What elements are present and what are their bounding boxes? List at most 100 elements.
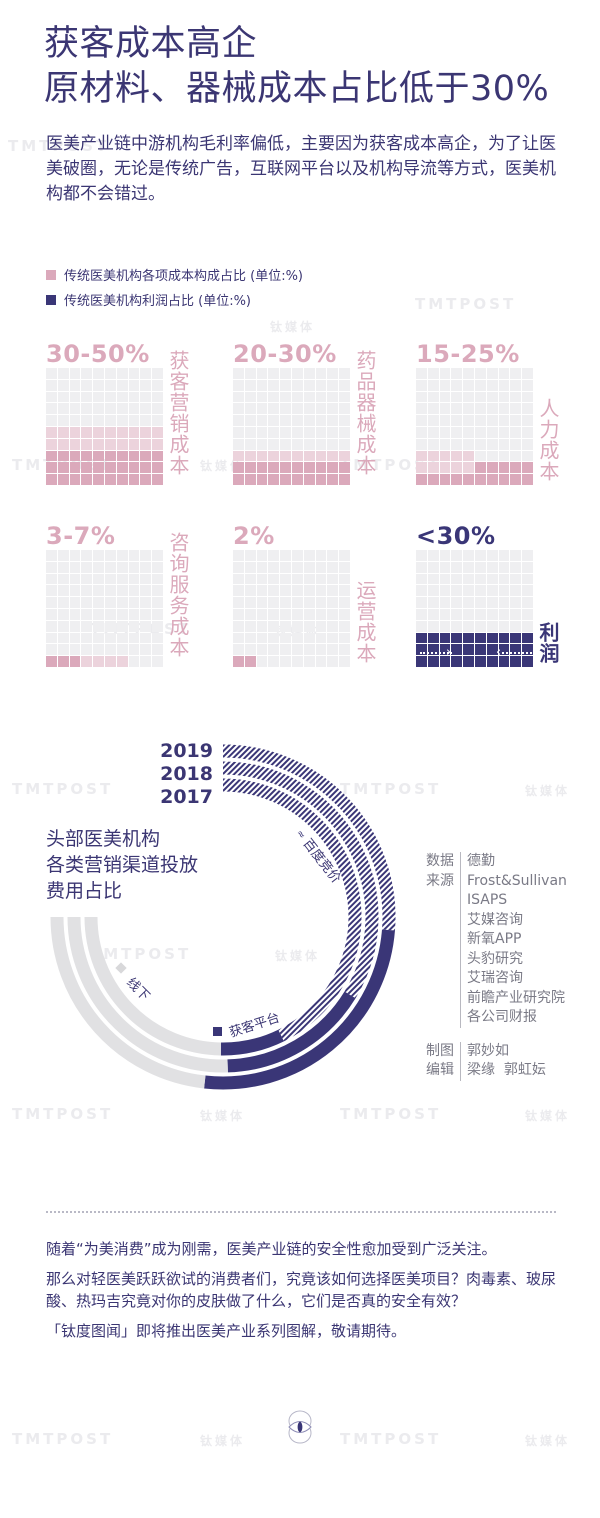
waffle-cell <box>463 426 474 438</box>
editor-credit: 编辑 梁缘 郭虹妘 <box>426 1061 567 1081</box>
waffle-cell <box>69 450 81 462</box>
waffle-cell <box>128 368 140 379</box>
waffle-cell <box>140 426 152 438</box>
waffle-cell <box>439 403 451 415</box>
waffle-cell <box>46 573 57 585</box>
waffle-cell <box>256 632 268 644</box>
sources-key-line: 数据 <box>426 853 454 869</box>
waffle-cell <box>474 573 486 585</box>
waffle-cell <box>327 550 339 561</box>
waffle-cell <box>244 561 256 573</box>
waffle-cell <box>46 391 57 403</box>
waffle-cell <box>327 597 339 608</box>
source-item: 各公司财报 <box>467 1009 537 1025</box>
waffle-cell <box>474 561 486 573</box>
waffle-cell <box>498 438 510 450</box>
waffle-grid <box>416 368 533 485</box>
waffle-cell <box>57 391 69 403</box>
waffle-cell <box>69 573 81 585</box>
waffle-cell <box>510 597 522 608</box>
waffle-cell <box>128 379 140 391</box>
waffle-cell <box>416 561 427 573</box>
editor-names: 梁缘 郭虹妘 <box>460 1061 546 1081</box>
waffle-cell <box>93 608 104 620</box>
waffle-cell <box>233 550 244 561</box>
waffle-cell <box>327 644 339 656</box>
waffle-cell <box>128 426 140 438</box>
waffle-cell <box>439 368 451 379</box>
waffle-cell <box>128 450 140 462</box>
waffle-cell <box>439 656 451 667</box>
waffle-cell <box>46 620 57 632</box>
waffle-cell <box>233 462 244 474</box>
waffle-cell <box>128 597 140 608</box>
waffle-cell <box>69 597 81 608</box>
waffle-cell <box>152 426 163 438</box>
waffle-cell <box>280 438 291 450</box>
waffle-cell <box>233 644 244 656</box>
waffle-cell <box>439 438 451 450</box>
waffle-cell <box>244 573 256 585</box>
waffle-cell <box>93 368 104 379</box>
waffle-cell <box>93 644 104 656</box>
waffle-cell <box>233 597 244 608</box>
waffle-cell <box>339 403 350 415</box>
watermark: 钛媒体 <box>525 1434 571 1448</box>
waffle-grid <box>416 550 533 667</box>
waffle-cell <box>522 368 533 379</box>
waffle-cell <box>303 462 315 474</box>
waffle-cell <box>46 450 57 462</box>
waffle-cell <box>104 379 116 391</box>
waffle-cell <box>46 403 57 415</box>
waffle-cell <box>152 561 163 573</box>
watermark: TMTPOST <box>340 780 442 798</box>
waffle-percentage: 2% <box>233 522 275 550</box>
waffle-cell <box>439 608 451 620</box>
waffle-cell <box>233 450 244 462</box>
waffle-cell <box>291 403 303 415</box>
waffle-cell <box>69 426 81 438</box>
waffle-cell <box>268 379 280 391</box>
waffle-cell <box>427 379 439 391</box>
waffle-cell <box>427 597 439 608</box>
waffle-cell <box>339 550 350 561</box>
waffle-cell <box>291 573 303 585</box>
waffle-cell <box>522 415 533 426</box>
waffle-cell <box>439 391 451 403</box>
waffle-cell <box>116 450 128 462</box>
waffle-cell <box>93 585 104 597</box>
waffle-cell <box>486 608 498 620</box>
waffle-cell <box>256 462 268 474</box>
waffle-cell <box>522 462 533 474</box>
waffle-cell <box>104 585 116 597</box>
waffle-cell <box>81 368 93 379</box>
waffle-cell <box>327 573 339 585</box>
waffle-cell <box>315 368 327 379</box>
waffle-cell <box>303 438 315 450</box>
waffle-cell <box>486 426 498 438</box>
waffle-cell <box>339 415 350 426</box>
waffle-cell <box>486 573 498 585</box>
waffle-cell <box>152 415 163 426</box>
waffle-cell <box>416 474 427 485</box>
waffle-cell <box>57 415 69 426</box>
waffle-cell <box>128 415 140 426</box>
waffle-cell <box>233 368 244 379</box>
waffle-cell <box>128 474 140 485</box>
waffle-cell <box>327 656 339 667</box>
waffle-cell <box>104 608 116 620</box>
waffle-cell <box>280 474 291 485</box>
waffle-cell <box>93 462 104 474</box>
waffle-cell <box>46 597 57 608</box>
waffle-cell <box>510 620 522 632</box>
waffle-cell <box>416 426 427 438</box>
waffle-cell <box>439 379 451 391</box>
year-label-2018: 2018 <box>160 763 213 785</box>
waffle-cell <box>510 608 522 620</box>
waffle-cell <box>522 620 533 632</box>
waffle-cell <box>451 403 463 415</box>
waffle-cell <box>116 644 128 656</box>
waffle-cell <box>116 608 128 620</box>
waffle-cell <box>152 632 163 644</box>
waffle-cell <box>81 597 93 608</box>
